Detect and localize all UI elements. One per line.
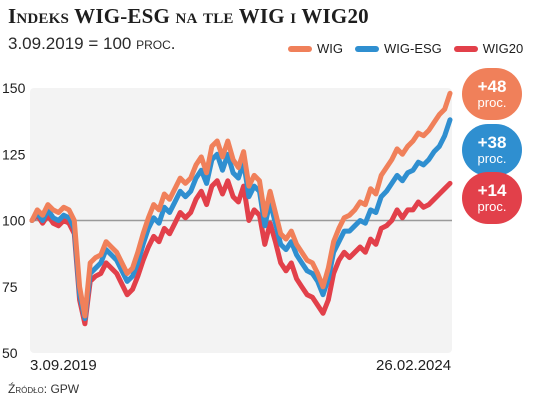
legend-swatch-wig-esg: [355, 45, 379, 52]
end-label-wig-esg-unit: proc.: [477, 151, 507, 167]
legend-label-wig20: WIG20: [482, 41, 524, 56]
series-line-wig20: [29, 178, 453, 327]
legend-item-wig20: WIG20: [453, 41, 524, 56]
end-label-wig-value: +48: [477, 76, 507, 96]
series-line-wig: [29, 90, 453, 319]
end-label-wig20: +14 proc.: [462, 172, 522, 224]
legend-item-wig-esg: WIG-ESG: [355, 41, 442, 56]
chart-subtitle: 3.09.2019 = 100 proc.: [8, 34, 176, 53]
end-label-wig20-value: +14: [477, 180, 507, 200]
series-line-wig-esg: [29, 117, 453, 322]
y-tick-label: 100: [2, 213, 26, 229]
y-tick-label: 150: [2, 80, 26, 96]
legend-swatch-wig20: [453, 45, 478, 52]
y-tick-label: 50: [2, 345, 18, 360]
line-chart: 50 75 100 125 150: [2, 80, 453, 360]
legend-label-wig: WIG: [317, 41, 343, 56]
legend-label-wig-esg: WIG-ESG: [384, 41, 442, 56]
source-note: Źródło: GPW: [8, 382, 80, 396]
legend-item-wig: WIG: [288, 41, 343, 56]
end-label-wig-esg-value: +38: [477, 132, 507, 152]
y-tick-label: 125: [2, 146, 26, 162]
end-label-wig: +48 proc.: [462, 68, 522, 120]
y-tick-label: 75: [2, 279, 18, 295]
end-label-wig-esg: +38 proc.: [462, 124, 522, 176]
x-label-start: 3.09.2019: [30, 357, 97, 374]
legend-swatch-wig: [288, 45, 312, 52]
x-label-end: 26.02.2024: [376, 357, 452, 374]
end-label-wig-unit: proc.: [477, 95, 507, 111]
end-label-wig20-unit: proc.: [477, 199, 507, 215]
legend: WIG WIG-ESG WIG20: [288, 41, 523, 56]
chart-title: Indeks WIG-ESG na tle WIG i WIG20: [8, 4, 369, 28]
